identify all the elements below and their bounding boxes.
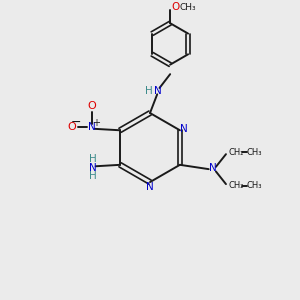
- Text: CH₃: CH₃: [246, 148, 262, 157]
- Text: N: N: [146, 182, 154, 192]
- Text: H: H: [89, 171, 97, 181]
- Text: O: O: [88, 101, 96, 111]
- Text: O: O: [171, 2, 179, 12]
- Text: CH₃: CH₃: [179, 3, 196, 12]
- Text: +: +: [92, 118, 100, 128]
- Text: H: H: [145, 86, 153, 96]
- Text: N: N: [154, 86, 162, 96]
- Text: CH₃: CH₃: [246, 181, 262, 190]
- Text: CH₂: CH₂: [228, 181, 244, 190]
- Text: H: H: [89, 154, 97, 164]
- Text: N: N: [180, 124, 188, 134]
- Text: −: −: [71, 116, 82, 129]
- Text: N: N: [89, 163, 97, 173]
- Text: N: N: [88, 122, 96, 132]
- Text: CH₂: CH₂: [228, 148, 244, 157]
- Text: O: O: [68, 122, 76, 132]
- Text: N: N: [209, 163, 217, 173]
